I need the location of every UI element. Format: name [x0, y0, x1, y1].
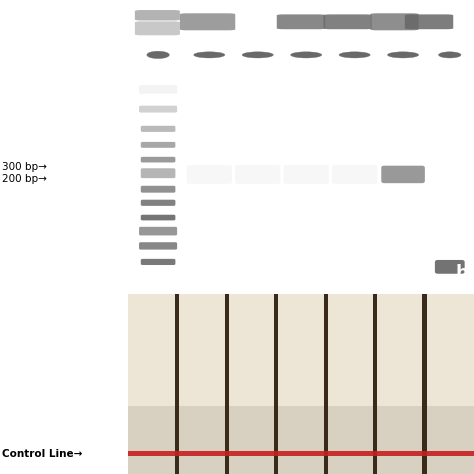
Bar — [229, 294, 274, 406]
FancyBboxPatch shape — [187, 165, 232, 184]
FancyBboxPatch shape — [139, 242, 177, 250]
Bar — [427, 294, 474, 406]
FancyBboxPatch shape — [141, 126, 175, 132]
Ellipse shape — [291, 52, 322, 58]
Bar — [128, 294, 175, 406]
FancyBboxPatch shape — [277, 14, 325, 29]
Bar — [180, 294, 225, 406]
Bar — [377, 294, 422, 406]
Ellipse shape — [242, 52, 273, 58]
FancyBboxPatch shape — [141, 186, 175, 192]
FancyBboxPatch shape — [141, 259, 175, 265]
FancyBboxPatch shape — [435, 260, 465, 274]
Bar — [128, 406, 175, 474]
Ellipse shape — [387, 52, 419, 58]
FancyBboxPatch shape — [283, 165, 329, 184]
FancyBboxPatch shape — [141, 168, 175, 178]
Text: Control Line→: Control Line→ — [2, 449, 83, 459]
FancyBboxPatch shape — [381, 166, 425, 183]
FancyBboxPatch shape — [323, 14, 372, 29]
Bar — [128, 451, 474, 456]
Bar — [328, 294, 373, 406]
FancyBboxPatch shape — [332, 165, 377, 184]
Bar — [377, 406, 422, 474]
Bar — [274, 294, 278, 474]
Bar — [229, 406, 274, 474]
Bar — [427, 406, 474, 474]
FancyBboxPatch shape — [135, 21, 180, 36]
FancyBboxPatch shape — [141, 142, 175, 148]
FancyBboxPatch shape — [405, 14, 453, 29]
FancyBboxPatch shape — [370, 13, 419, 30]
Bar — [225, 294, 229, 474]
FancyBboxPatch shape — [139, 85, 177, 94]
FancyBboxPatch shape — [139, 227, 177, 236]
Text: 200 bp→: 200 bp→ — [2, 174, 47, 184]
Text: b: b — [456, 264, 469, 282]
FancyBboxPatch shape — [141, 157, 175, 163]
Bar — [278, 406, 324, 474]
FancyBboxPatch shape — [139, 106, 177, 112]
Bar — [328, 406, 373, 474]
FancyBboxPatch shape — [135, 10, 180, 20]
Text: 300 bp→: 300 bp→ — [2, 162, 47, 172]
Bar — [422, 294, 427, 474]
FancyBboxPatch shape — [235, 165, 281, 184]
Bar — [373, 294, 377, 474]
FancyBboxPatch shape — [141, 200, 175, 206]
Ellipse shape — [339, 52, 370, 58]
Bar — [278, 294, 324, 406]
Ellipse shape — [438, 52, 461, 58]
Bar — [180, 406, 225, 474]
FancyBboxPatch shape — [180, 13, 235, 30]
Ellipse shape — [194, 52, 225, 58]
Bar — [324, 294, 328, 474]
Bar — [175, 294, 180, 474]
Ellipse shape — [147, 51, 169, 59]
FancyBboxPatch shape — [141, 215, 175, 220]
